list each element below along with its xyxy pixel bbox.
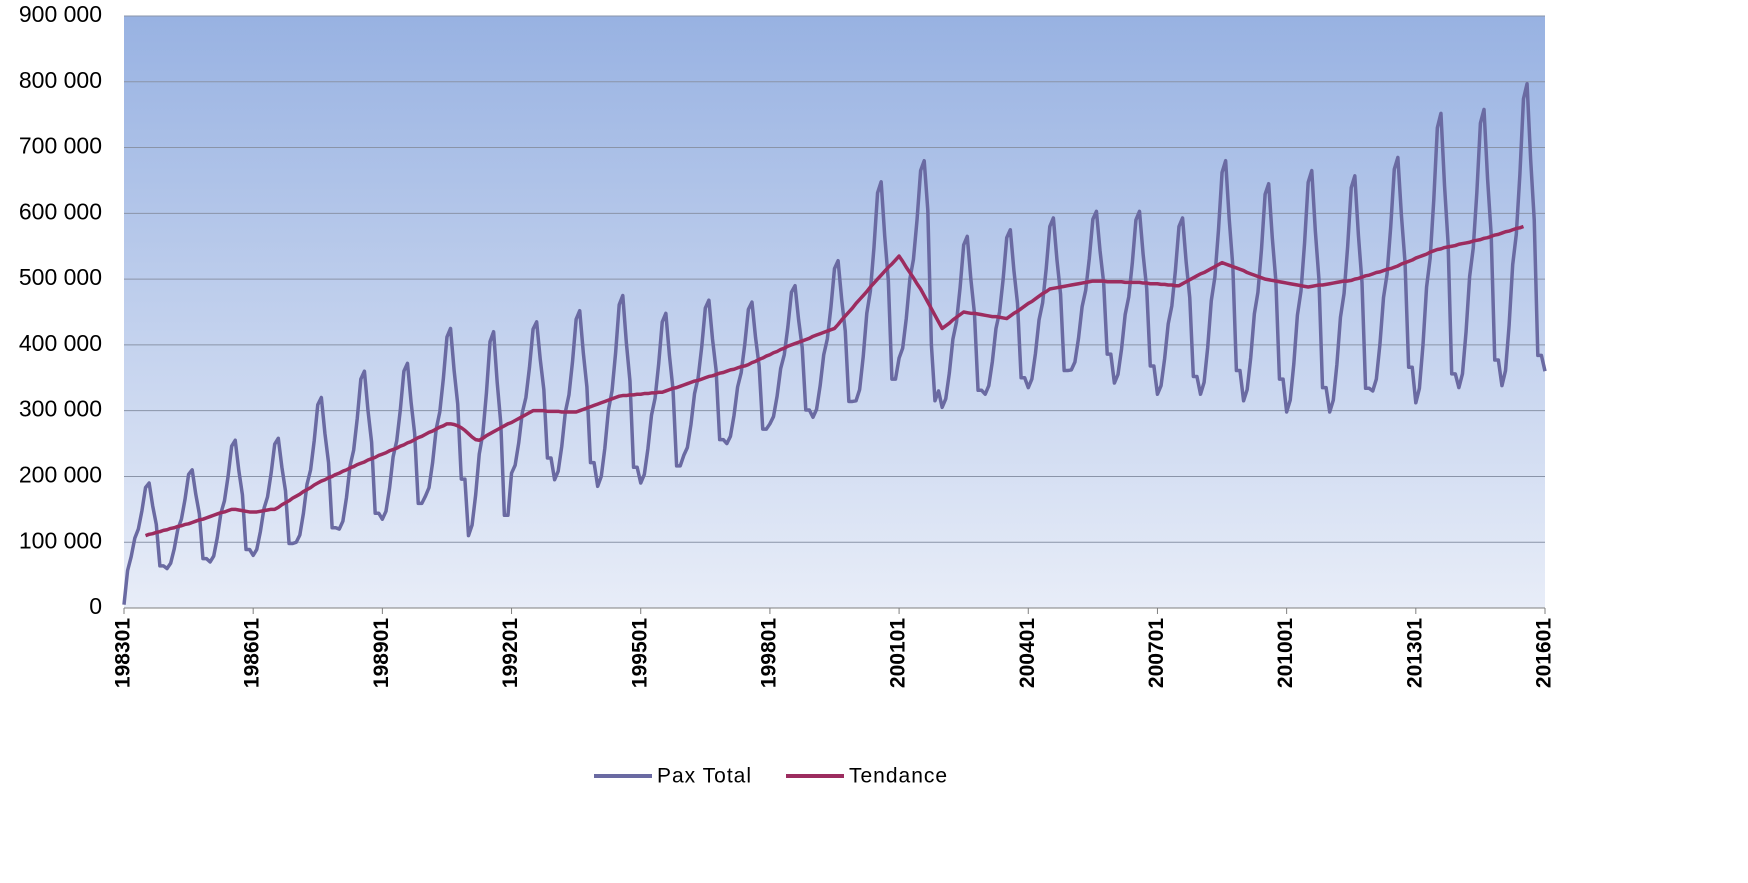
- y-tick-label: 200 000: [19, 462, 102, 488]
- y-tick-label: 400 000: [19, 330, 102, 356]
- y-tick-label: 900 000: [19, 1, 102, 27]
- x-tick-label: 198901: [370, 618, 393, 688]
- series-line: [122, 82, 1547, 605]
- x-tick-label: 199801: [757, 618, 780, 688]
- x-tick-label: 200401: [1016, 618, 1039, 688]
- legend-label: Tendance: [849, 765, 948, 788]
- x-tick-label: 199201: [499, 618, 522, 688]
- series-line: [144, 224, 1525, 538]
- y-tick-label: 100 000: [19, 527, 102, 553]
- y-tick-label: 300 000: [19, 396, 102, 422]
- legend-label: Pax Total: [657, 765, 752, 788]
- x-tick-label: 199501: [628, 618, 651, 688]
- x-tick-label: 200101: [887, 618, 910, 688]
- y-tick-label: 600 000: [19, 198, 102, 224]
- y-tick-label: 0: [89, 593, 102, 619]
- y-tick-label: 500 000: [19, 264, 102, 290]
- x-tick-label: 198301: [112, 618, 135, 688]
- legend: Pax Total Tendance: [594, 765, 948, 788]
- plot-area: [124, 16, 1545, 608]
- x-tick-label: 201001: [1274, 618, 1297, 688]
- x-tick-label: 201601: [1533, 618, 1556, 688]
- y-tick-label: 700 000: [19, 133, 102, 159]
- x-tick-label: 198601: [241, 618, 264, 688]
- x-tick-label: 200701: [1145, 618, 1168, 688]
- x-tick-label: 201301: [1403, 618, 1426, 688]
- y-tick-label: 800 000: [19, 67, 102, 93]
